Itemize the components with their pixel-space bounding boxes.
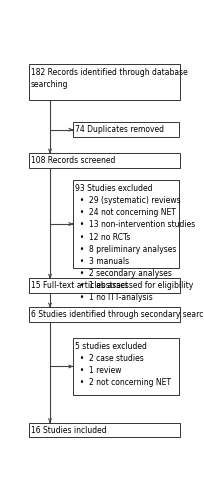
Text: 108 Records screened: 108 Records screened xyxy=(31,156,115,165)
Text: 6 Studies identified through secondary search: 6 Studies identified through secondary s… xyxy=(31,310,204,320)
Text: 5 studies excluded
  •  2 case studies
  •  1 review
  •  2 not concerning NET: 5 studies excluded • 2 case studies • 1 … xyxy=(75,342,171,388)
Bar xyxy=(29,278,180,293)
Bar xyxy=(73,180,179,268)
Text: 74 Duplicates removed: 74 Duplicates removed xyxy=(75,126,164,134)
Text: 93 Studies excluded
  •  29 (systematic) reviews
  •  24 not concerning NET
  • : 93 Studies excluded • 29 (systematic) re… xyxy=(75,184,195,302)
Bar xyxy=(29,422,180,438)
Bar xyxy=(29,307,180,322)
Text: 182 Records identified through database
searching: 182 Records identified through database … xyxy=(31,68,187,89)
Bar xyxy=(73,338,179,395)
Bar xyxy=(73,122,179,137)
Text: 15 Full-text articles assessed for eligibility: 15 Full-text articles assessed for eligi… xyxy=(31,282,193,290)
Text: 16 Studies included: 16 Studies included xyxy=(31,426,106,434)
Bar xyxy=(29,153,180,168)
Bar xyxy=(29,64,180,100)
